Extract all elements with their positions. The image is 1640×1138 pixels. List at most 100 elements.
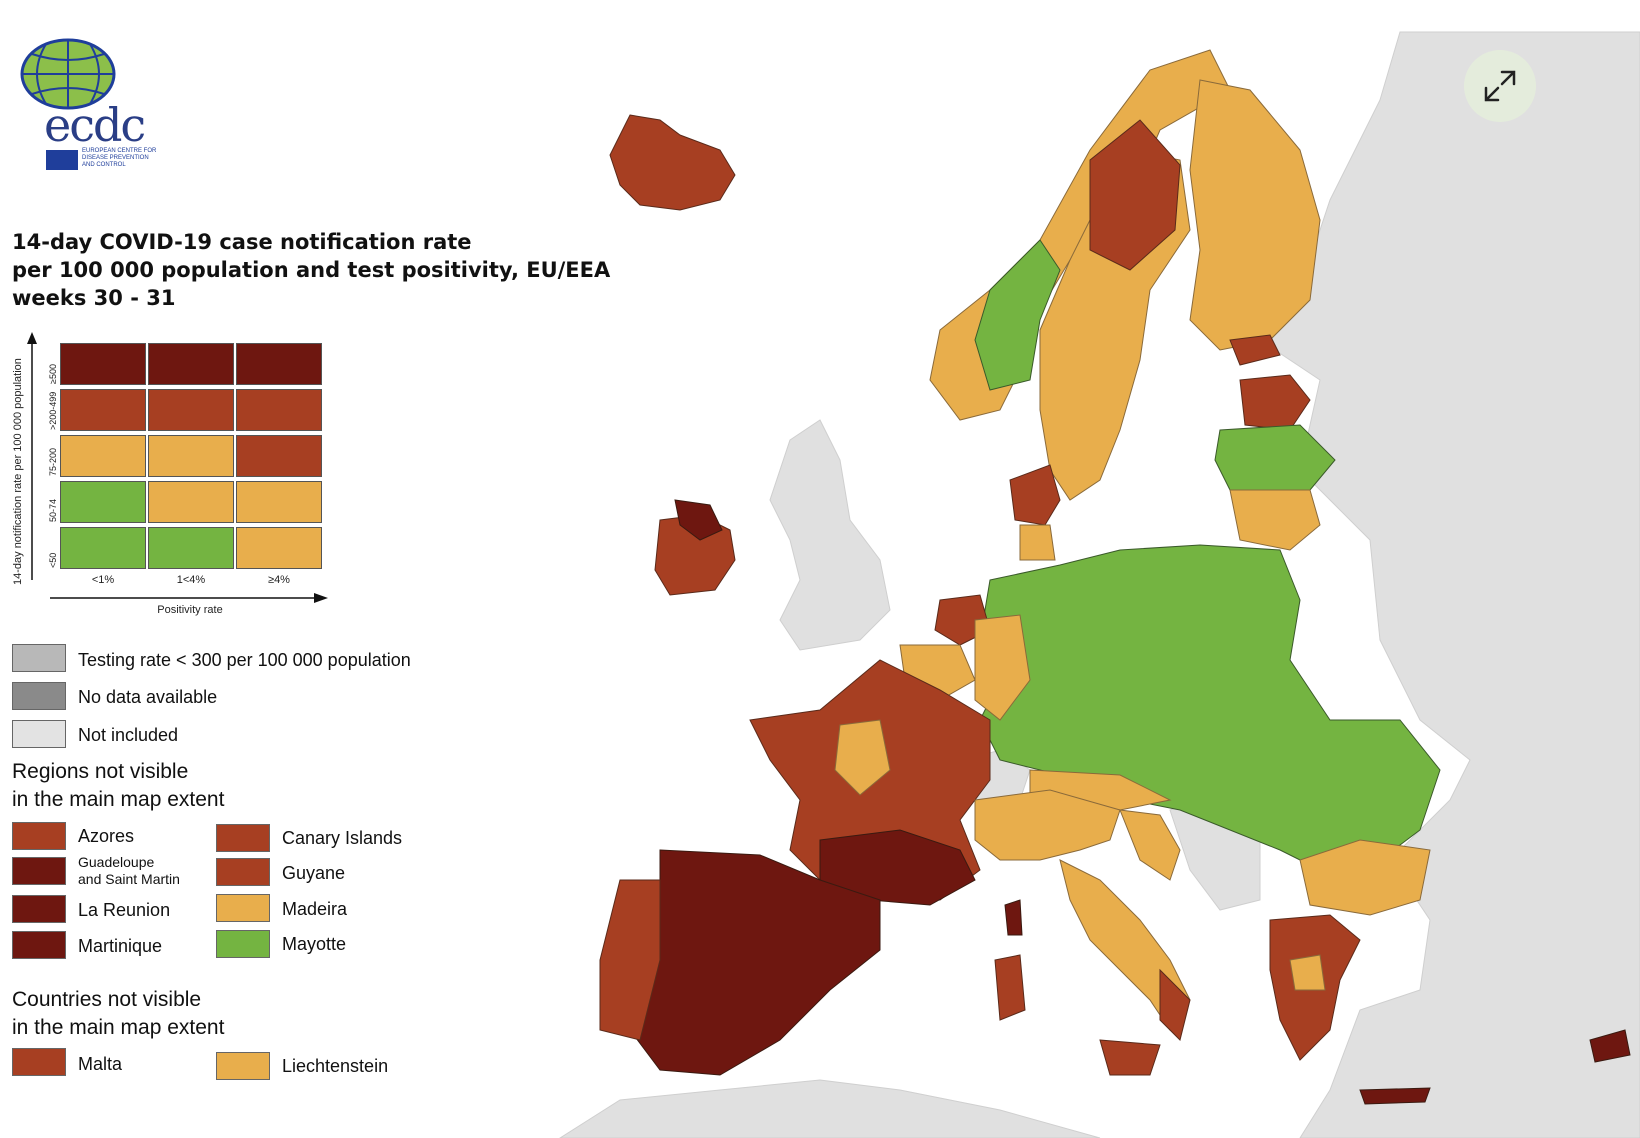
swatch-no-data bbox=[12, 682, 66, 710]
legend-la-reunion: La Reunion bbox=[78, 900, 171, 920]
region-croatia bbox=[1119, 809, 1181, 881]
regions-heading: Regions not visible in the main map exte… bbox=[12, 758, 224, 814]
matrix-cell bbox=[60, 389, 146, 431]
ecdc-logo: ecdc EUROPEAN CENTRE FOR DISEASE PREVENT… bbox=[14, 36, 174, 176]
matrix-cell bbox=[60, 343, 146, 385]
matrix-cell bbox=[60, 481, 146, 523]
org-line-2: DISEASE PREVENTION bbox=[82, 155, 149, 161]
x-axis-label: Positivity rate bbox=[157, 604, 223, 616]
expand-icon bbox=[1484, 70, 1516, 102]
legend-guyane: Guyane bbox=[282, 863, 346, 883]
region-ireland-north bbox=[674, 499, 723, 541]
legend-guadeloupe: Guadeloupe and Saint Martin bbox=[78, 854, 180, 888]
matrix-col-label: 1<4% bbox=[176, 574, 206, 586]
legend-liechtenstein: Liechtenstein bbox=[282, 1056, 389, 1076]
countries-heading: Countries not visible in the main map ex… bbox=[12, 986, 224, 1042]
org-line-3: AND CONTROL bbox=[82, 162, 126, 168]
swatch-la-reunion bbox=[12, 895, 66, 923]
x-axis-arrow bbox=[50, 593, 328, 603]
legend-testing-rate: Testing rate < 300 per 100 000 populatio… bbox=[78, 650, 411, 670]
region-cyprus bbox=[1589, 1029, 1631, 1063]
region-italy-south bbox=[1159, 968, 1191, 1041]
region-corsica bbox=[1004, 899, 1023, 936]
swatch-madeira bbox=[216, 894, 270, 922]
countries-heading-line-1: Countries not visible bbox=[12, 988, 202, 1011]
matrix-row-label: 50-74 bbox=[48, 498, 58, 522]
y-axis-arrow bbox=[27, 332, 37, 580]
logo-wordmark: ecdc bbox=[44, 98, 146, 152]
matrix-cell bbox=[236, 435, 322, 477]
legend-no-data: No data available bbox=[78, 687, 218, 707]
region-denmark-south bbox=[1019, 524, 1056, 561]
title-line-3: weeks 30 - 31 bbox=[12, 286, 176, 310]
matrix-cell bbox=[148, 343, 234, 385]
matrix-cell bbox=[148, 481, 234, 523]
legend-malta: Malta bbox=[78, 1054, 123, 1074]
eu-flag-icon bbox=[46, 150, 78, 170]
region-germany-west bbox=[974, 614, 1031, 721]
countries-heading-line-2: in the main map extent bbox=[12, 1016, 225, 1039]
legend-azores: Azores bbox=[78, 826, 135, 846]
guadeloupe-line-1: Guadeloupe bbox=[78, 854, 155, 870]
matrix-cell bbox=[148, 389, 234, 431]
swatch-guyane bbox=[216, 858, 270, 886]
region-estonia bbox=[1239, 374, 1311, 431]
legend-canary-islands: Canary Islands bbox=[282, 828, 403, 848]
swatch-martinique bbox=[12, 931, 66, 959]
regions-heading-line-2: in the main map extent bbox=[12, 788, 225, 811]
region-denmark bbox=[1009, 464, 1061, 526]
legend-madeira: Madeira bbox=[282, 899, 348, 919]
matrix-row-label: 75-200 bbox=[48, 447, 58, 476]
map-title: 14-day COVID-19 case notification rate p… bbox=[12, 228, 652, 312]
non-eu-land bbox=[559, 31, 1640, 1138]
matrix-cell bbox=[236, 481, 322, 523]
region-sardinia bbox=[994, 954, 1026, 1021]
region-portugal bbox=[599, 879, 661, 1041]
region-sicily bbox=[1099, 1039, 1161, 1076]
matrix-cell bbox=[148, 527, 234, 569]
y-axis-label: 14-day notification rate per 100 000 pop… bbox=[12, 358, 24, 585]
region-finland bbox=[1189, 79, 1321, 351]
region-france-center bbox=[834, 719, 891, 796]
swatch-testing-rate bbox=[12, 644, 66, 672]
title-line-2: per 100 000 population and test positivi… bbox=[12, 258, 611, 282]
swatch-malta bbox=[12, 1048, 66, 1076]
swatch-azores bbox=[12, 822, 66, 850]
globe-icon bbox=[20, 38, 116, 110]
swatch-guadeloupe bbox=[12, 857, 66, 885]
matrix-cell bbox=[236, 527, 322, 569]
matrix-cell bbox=[60, 435, 146, 477]
region-crete bbox=[1359, 1087, 1431, 1105]
region-iceland bbox=[609, 114, 736, 211]
matrix-row-label: <50 bbox=[48, 552, 58, 568]
swatch-mayotte bbox=[216, 930, 270, 958]
matrix-row-label: >200-499 bbox=[48, 391, 58, 430]
matrix-cell bbox=[148, 435, 234, 477]
region-greece-central bbox=[1289, 954, 1326, 991]
matrix-cell bbox=[60, 527, 146, 569]
legend-martinique: Martinique bbox=[78, 936, 163, 956]
org-line-1: EUROPEAN CENTRE FOR bbox=[82, 148, 157, 154]
legend-not-included: Not included bbox=[78, 725, 179, 745]
swatch-canary-islands bbox=[216, 824, 270, 852]
logo-org-name: EUROPEAN CENTRE FOR DISEASE PREVENTION A… bbox=[82, 148, 172, 169]
title-line-1: 14-day COVID-19 case notification rate bbox=[12, 230, 472, 254]
matrix-cell bbox=[236, 389, 322, 431]
legend-mayotte: Mayotte bbox=[282, 934, 347, 954]
region-finland-south bbox=[1229, 334, 1281, 366]
matrix-row-label: ≥500 bbox=[48, 364, 58, 384]
matrix-col-label: ≥4% bbox=[268, 574, 290, 586]
region-lithuania bbox=[1229, 489, 1321, 551]
expand-button[interactable] bbox=[1464, 50, 1536, 122]
region-italy-north bbox=[974, 789, 1121, 861]
matrix-col-label: <1% bbox=[91, 574, 115, 586]
region-sweden-north bbox=[1089, 119, 1181, 271]
matrix-cell bbox=[236, 343, 322, 385]
swatch-liechtenstein bbox=[216, 1052, 270, 1080]
swatch-not-included bbox=[12, 720, 66, 748]
guadeloupe-line-2: and Saint Martin bbox=[78, 871, 180, 887]
region-bulgaria bbox=[1299, 839, 1431, 916]
regions-heading-line-1: Regions not visible bbox=[12, 760, 189, 783]
region-norway-green bbox=[974, 239, 1061, 391]
